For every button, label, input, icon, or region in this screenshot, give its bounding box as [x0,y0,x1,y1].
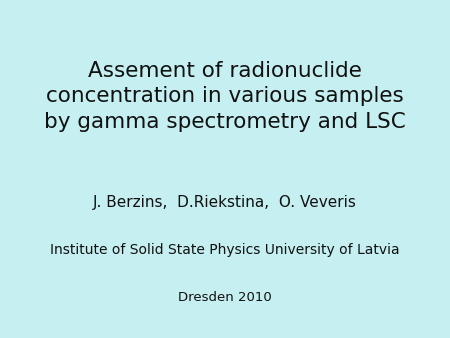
Text: Institute of Solid State Physics University of Latvia: Institute of Solid State Physics Univers… [50,243,400,257]
Text: J. Berzins,  D.Riekstina,  O. Veveris: J. Berzins, D.Riekstina, O. Veveris [93,195,357,210]
Text: Dresden 2010: Dresden 2010 [178,291,272,304]
Text: Assement of radionuclide
concentration in various samples
by gamma spectrometry : Assement of radionuclide concentration i… [44,61,406,132]
